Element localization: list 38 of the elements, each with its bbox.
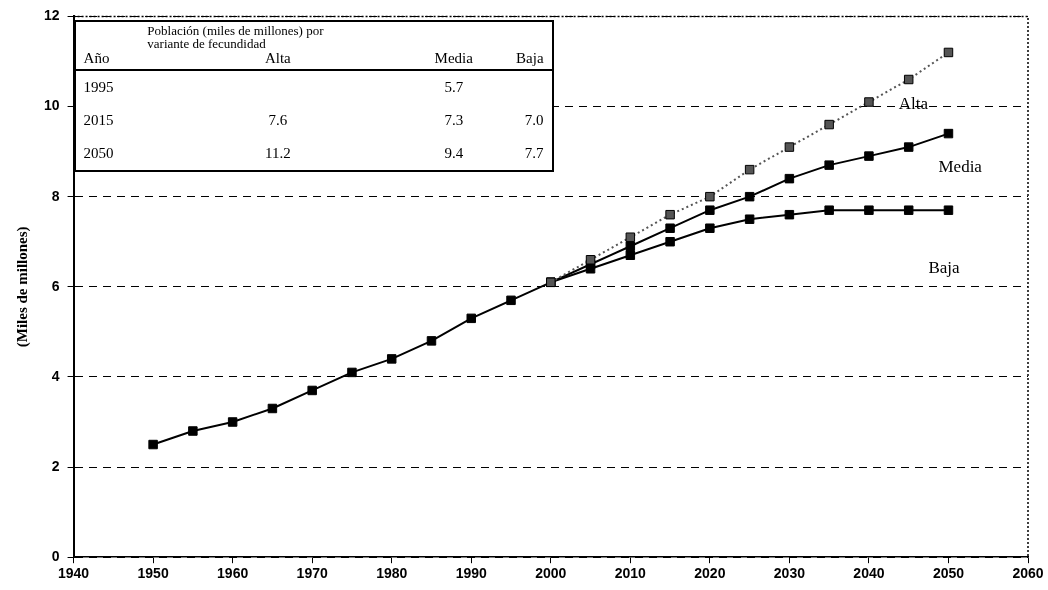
y-tick-label: 8 [51, 187, 60, 204]
annotation: 2050 [83, 145, 114, 162]
x-tick-label: 1980 [376, 565, 408, 582]
annotation: 7.3 [444, 112, 464, 129]
x-tick-label: 1940 [57, 565, 90, 582]
annotation: Media [434, 50, 473, 67]
annotation: Población (miles de millones) por variante de fecundidad [147, 23, 325, 52]
x-tick-label: 2000 [535, 565, 567, 582]
annotation: 5.7 [444, 79, 464, 96]
y-tick-label: 6 [51, 277, 60, 294]
x-tick-label: 1990 [455, 565, 488, 582]
y-tick-label: 0 [51, 548, 60, 565]
annotation: 2015 [83, 112, 114, 129]
annotation: 11.2 [264, 145, 291, 162]
annotation: 7.6 [268, 112, 288, 129]
annotation: Alta [264, 50, 291, 67]
x-tick-label: 2010 [614, 565, 647, 582]
text: Baja [928, 257, 961, 277]
x-tick-label: 1960 [217, 565, 249, 582]
y-axis-title: (Miles de millones) [13, 226, 31, 348]
x-tick-label: 2040 [853, 565, 885, 582]
x-tick-label: 1970 [296, 565, 328, 582]
x-tick-label: 1950 [137, 565, 169, 582]
y-tick-label: 12 [43, 7, 60, 24]
annotation: 9.4 [444, 145, 464, 162]
x-tick-label: 2060 [1012, 565, 1044, 582]
annotation: 7.0 [524, 112, 544, 129]
y-tick-label: 10 [43, 97, 60, 114]
annotation: 1995 [83, 79, 114, 96]
annotation: 7.7 [524, 145, 544, 162]
x-tick-label: 2030 [773, 565, 806, 582]
y-tick-label: 4 [51, 367, 60, 384]
x-tick-label: 2020 [694, 565, 726, 582]
series-label: Media [938, 157, 983, 177]
y-tick-label: 2 [51, 457, 60, 474]
annotation: Baja [516, 50, 544, 67]
x-tick-label: 2050 [932, 565, 965, 582]
annotation: Año [83, 50, 110, 67]
